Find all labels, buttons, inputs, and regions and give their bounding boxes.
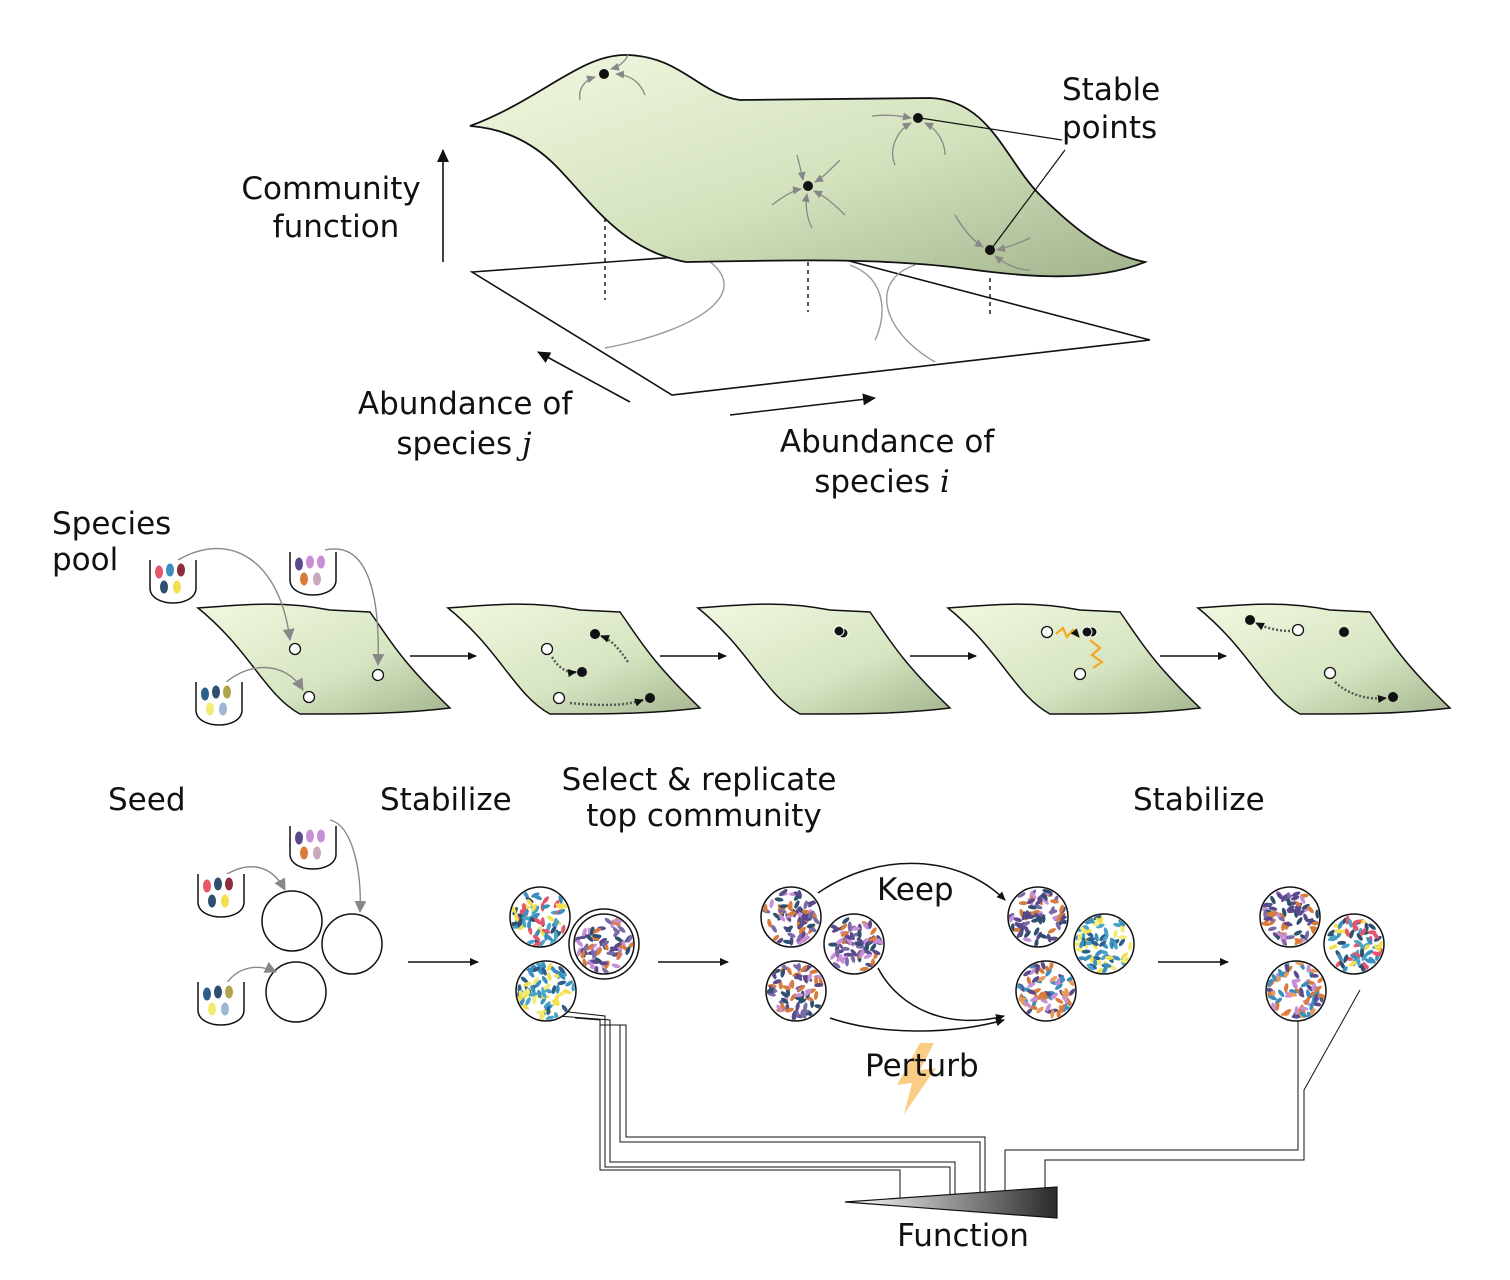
community-well <box>1265 960 1327 1022</box>
stable-point <box>803 181 813 191</box>
stabilize-panel-marks <box>540 629 655 707</box>
community-well <box>1007 886 1069 948</box>
function-label: Function <box>897 1218 1029 1254</box>
function-leader <box>549 1009 951 1195</box>
community-well <box>1073 913 1135 975</box>
species-pool-label: Species pool <box>52 506 181 578</box>
stabilize2-label: Stabilize <box>1133 782 1265 818</box>
function-leader <box>544 1014 956 1195</box>
community-well <box>509 886 571 948</box>
keep-label: Keep <box>877 872 954 908</box>
mini-landscape <box>196 603 452 715</box>
community-well <box>515 960 577 1022</box>
function-leader <box>1044 989 1361 1190</box>
perturb-arrow <box>829 1017 1005 1032</box>
landscape-panel: Community function Stable points Abundan… <box>241 54 1170 500</box>
select-panel-marks <box>833 625 849 639</box>
mini-landscape <box>446 603 702 715</box>
workflow-panel: Keep Perturb Function <box>217 819 1385 1254</box>
empty-well <box>321 913 383 975</box>
axis-j-label: Abundance of species j <box>358 386 582 462</box>
perturb-panel-marks <box>1040 625 1104 681</box>
perturb-label: Perturb <box>865 1048 979 1084</box>
species-j-axis-arrow <box>537 351 631 403</box>
species-tube <box>149 560 197 604</box>
species-tube <box>289 552 337 596</box>
community-well <box>765 960 827 1022</box>
basin-boundary <box>849 264 883 341</box>
species-tube <box>289 826 337 870</box>
function-leader <box>606 1024 986 1193</box>
seed-panel-marks <box>177 547 385 704</box>
community-well <box>568 908 640 980</box>
stable-points-label: Stable points <box>1062 72 1170 146</box>
function-gradient-bar <box>844 1186 1058 1219</box>
keep-arrow <box>817 862 1006 901</box>
mini-landscape <box>696 603 952 715</box>
species-i-axis-arrow <box>729 393 876 416</box>
basin-boundary <box>886 264 936 363</box>
stable-point <box>599 69 609 79</box>
empty-well <box>261 890 323 952</box>
function-leader <box>1004 1020 1299 1192</box>
empty-well <box>265 961 327 1023</box>
stable-point <box>913 113 923 123</box>
stabilize2-panel-marks <box>1245 615 1398 703</box>
species-tube <box>197 874 245 918</box>
community-well <box>1015 960 1077 1022</box>
function-surface <box>469 54 1149 278</box>
community-well <box>823 913 885 975</box>
perturb-arrow <box>877 967 1005 1022</box>
lightning-icon <box>897 1043 936 1114</box>
species-tube <box>195 682 243 726</box>
function-leader <box>574 1017 901 1198</box>
stable-leader <box>919 117 1063 141</box>
axis-i-label: Abundance of species i <box>780 424 1004 500</box>
community-well <box>1323 913 1385 975</box>
mini-landscape <box>946 603 1202 715</box>
species-tube <box>197 982 245 1026</box>
select-label: Select & replicate top community <box>562 762 847 834</box>
y-axis-label: Community function <box>241 171 430 245</box>
mini-landscape <box>1196 603 1452 715</box>
seed-label: Seed <box>108 782 186 818</box>
community-well <box>1259 886 1321 948</box>
stable-leader <box>991 149 1066 249</box>
community-well <box>760 886 822 948</box>
landscape-sequence: Species pool <box>52 506 1452 834</box>
basin-boundary <box>604 254 725 349</box>
stabilize-label: Stabilize <box>380 782 512 818</box>
